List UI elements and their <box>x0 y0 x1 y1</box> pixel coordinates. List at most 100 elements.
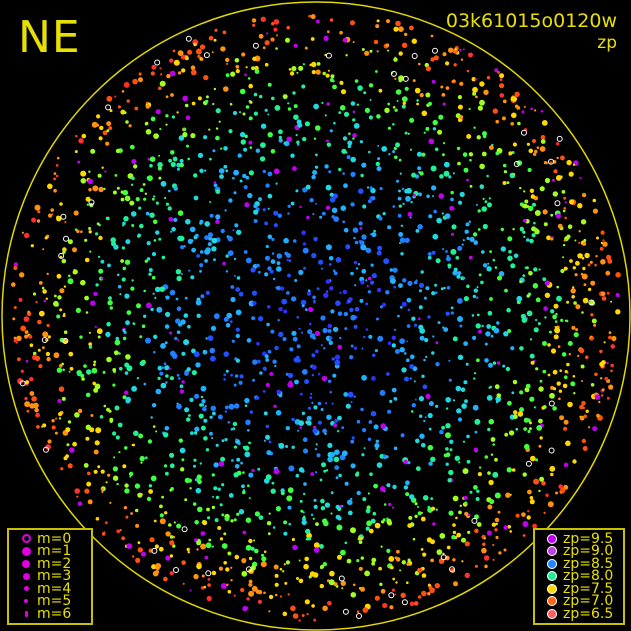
star-marker <box>386 517 389 520</box>
star-marker <box>489 250 492 254</box>
star-marker <box>175 269 182 275</box>
star-marker <box>122 189 129 196</box>
star-marker <box>450 568 454 572</box>
star-marker <box>331 357 335 361</box>
star-marker <box>163 464 168 468</box>
star-marker <box>336 430 340 433</box>
star-marker <box>150 71 155 76</box>
star-marker <box>394 398 398 401</box>
star-marker <box>486 395 493 401</box>
star-marker <box>301 304 305 308</box>
star-marker <box>38 364 43 369</box>
star-marker <box>139 360 145 367</box>
magnitude-marker-icon <box>15 599 37 604</box>
star-marker <box>317 372 321 376</box>
star-marker <box>61 258 67 264</box>
star-marker <box>315 153 318 157</box>
star-marker <box>507 400 512 406</box>
star-marker <box>560 268 565 274</box>
star-marker <box>204 221 210 227</box>
star-marker <box>435 508 438 511</box>
star-marker <box>369 472 373 477</box>
star-marker <box>236 512 240 516</box>
star-marker <box>118 451 121 454</box>
star-marker <box>135 557 141 564</box>
star-marker <box>158 154 161 157</box>
star-marker <box>202 406 207 412</box>
star-marker <box>592 198 597 203</box>
star-marker <box>247 77 251 80</box>
star-marker <box>248 579 253 584</box>
star-marker <box>204 259 209 263</box>
star-marker <box>204 169 207 172</box>
star-marker <box>440 85 444 89</box>
star-marker <box>224 438 228 442</box>
star-marker <box>462 48 465 51</box>
star-marker <box>499 73 505 79</box>
star-marker <box>474 418 481 425</box>
star-marker <box>238 509 245 515</box>
star-marker <box>432 233 439 240</box>
star-marker <box>404 131 408 135</box>
star-marker <box>374 522 381 529</box>
star-marker <box>181 68 186 73</box>
star-marker <box>482 542 486 547</box>
star-marker <box>423 296 427 300</box>
star-marker <box>368 334 373 339</box>
star-marker <box>260 142 266 149</box>
star-marker <box>417 166 422 171</box>
star-marker <box>238 291 244 297</box>
star-marker <box>384 107 390 114</box>
star-marker <box>448 378 452 382</box>
star-marker <box>276 389 282 395</box>
star-marker <box>157 166 162 171</box>
star-marker <box>224 410 228 413</box>
star-marker <box>313 425 317 429</box>
star-marker <box>251 564 256 570</box>
star-marker <box>223 378 226 381</box>
star-marker <box>266 521 272 526</box>
star-marker <box>13 265 18 271</box>
star-marker <box>38 310 45 317</box>
star-marker <box>573 301 577 305</box>
star-marker <box>242 445 246 450</box>
star-marker <box>158 86 162 91</box>
star-marker <box>131 279 134 282</box>
star-marker <box>368 83 374 88</box>
star-marker <box>376 462 383 468</box>
star-marker <box>308 306 314 313</box>
star-marker <box>533 478 540 485</box>
star-marker <box>42 423 47 428</box>
star-marker <box>387 49 390 52</box>
star-marker <box>155 109 161 115</box>
star-marker <box>190 69 197 76</box>
star-marker <box>431 185 437 191</box>
star-marker <box>50 208 54 212</box>
star-marker <box>112 383 116 387</box>
star-marker <box>477 472 482 477</box>
star-marker <box>57 295 62 300</box>
star-marker <box>116 273 120 277</box>
star-marker <box>375 24 380 29</box>
star-marker <box>295 473 300 478</box>
star-marker <box>554 327 561 334</box>
star-marker <box>607 258 613 264</box>
star-marker <box>439 429 444 435</box>
star-marker <box>458 119 461 122</box>
star-marker <box>180 272 183 276</box>
star-marker <box>155 570 160 574</box>
star-marker <box>610 344 616 349</box>
star-marker <box>287 505 292 510</box>
star-marker <box>199 269 202 273</box>
star-marker <box>413 323 418 327</box>
star-marker <box>448 359 451 362</box>
star-marker <box>481 547 487 554</box>
star-marker <box>427 592 431 596</box>
star-marker <box>204 248 211 255</box>
star-marker <box>290 153 295 158</box>
star-marker <box>200 294 205 299</box>
star-marker <box>53 352 60 359</box>
star-marker <box>177 339 180 342</box>
star-marker <box>453 63 457 67</box>
